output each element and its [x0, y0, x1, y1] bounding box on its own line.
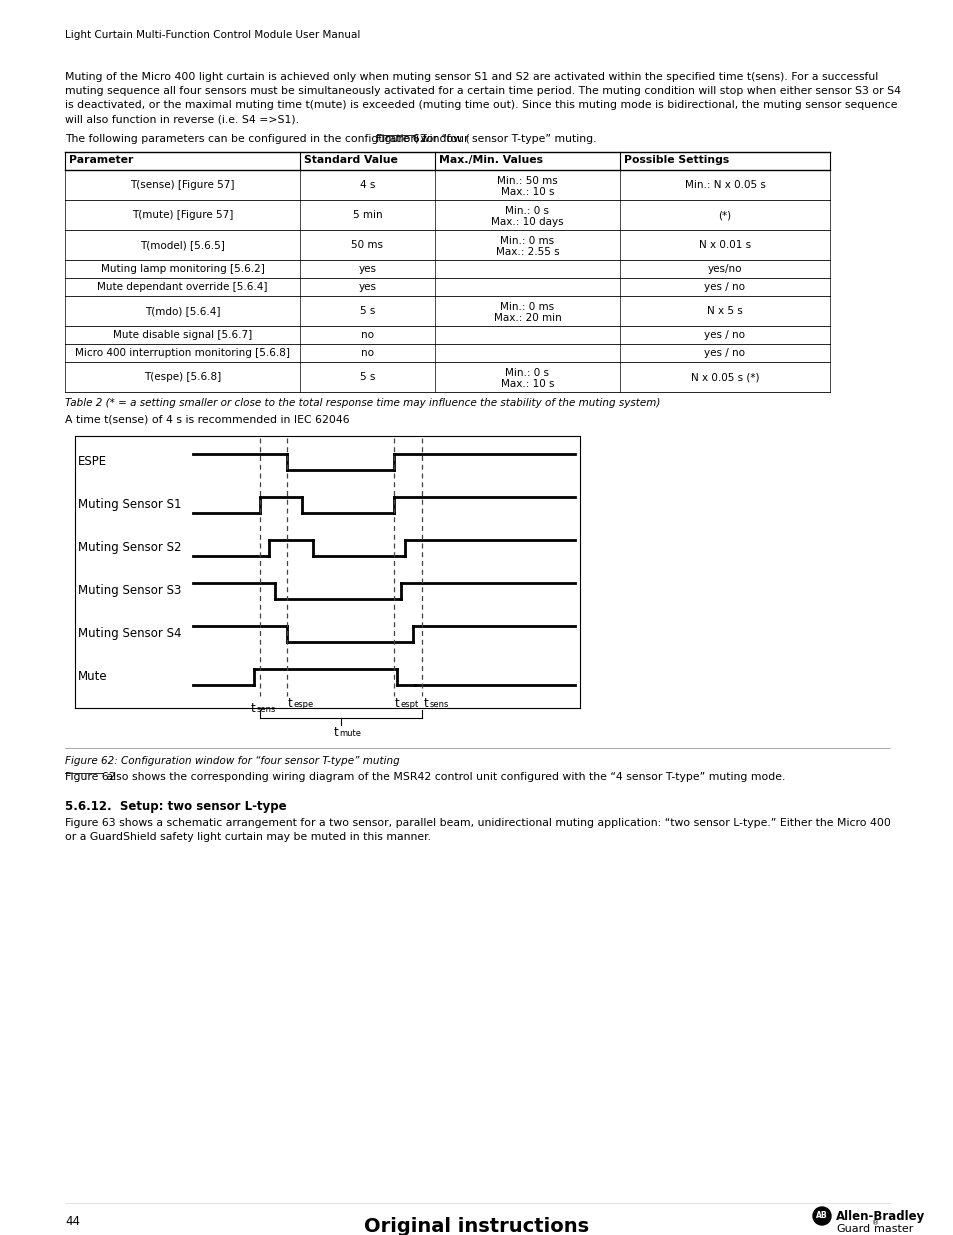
Text: Min.: 0 s: Min.: 0 s	[505, 368, 549, 378]
Text: N x 5 s: N x 5 s	[706, 306, 742, 316]
Text: Muting Sensor S4: Muting Sensor S4	[78, 627, 181, 640]
Text: Figure 62: Figure 62	[375, 135, 426, 144]
Text: Mute disable signal [5.6.7]: Mute disable signal [5.6.7]	[112, 330, 252, 340]
Text: espe: espe	[294, 700, 314, 709]
Text: 44: 44	[65, 1215, 80, 1228]
Text: Micro 400 interruption monitoring [5.6.8]: Micro 400 interruption monitoring [5.6.8…	[75, 348, 290, 358]
Text: Max.: 2.55 s: Max.: 2.55 s	[496, 247, 558, 257]
Text: Max.: 10 days: Max.: 10 days	[491, 217, 563, 227]
Text: ESPE: ESPE	[78, 454, 107, 468]
Text: Muting lamp monitoring [5.6.2]: Muting lamp monitoring [5.6.2]	[100, 264, 264, 274]
Text: ®: ®	[871, 1220, 879, 1226]
Text: espt: espt	[400, 700, 418, 709]
Text: will also function in reverse (i.e. S4 =>S1).: will also function in reverse (i.e. S4 =…	[65, 114, 298, 124]
Text: no: no	[360, 348, 374, 358]
Text: T(espe) [5.6.8]: T(espe) [5.6.8]	[144, 372, 221, 382]
Text: 5.6.12.  Setup: two sensor L-type: 5.6.12. Setup: two sensor L-type	[65, 800, 286, 813]
Text: Muting Sensor S2: Muting Sensor S2	[78, 541, 181, 555]
Text: yes / no: yes / no	[703, 348, 744, 358]
Text: 50 ms: 50 ms	[351, 240, 383, 249]
Text: Min.: N x 0.05 s: Min.: N x 0.05 s	[684, 180, 764, 190]
Text: 5 min: 5 min	[353, 210, 382, 220]
Text: t: t	[423, 697, 428, 710]
Text: yes / no: yes / no	[703, 330, 744, 340]
Text: Parameter: Parameter	[69, 156, 133, 165]
Text: T(mdo) [5.6.4]: T(mdo) [5.6.4]	[145, 306, 220, 316]
Text: yes: yes	[358, 264, 376, 274]
Text: Light Curtain Multi-Function Control Module User Manual: Light Curtain Multi-Function Control Mod…	[65, 30, 360, 40]
Text: Original instructions: Original instructions	[364, 1216, 589, 1235]
Text: T(model) [5.6.5]: T(model) [5.6.5]	[140, 240, 225, 249]
Text: Min.: 0 ms: Min.: 0 ms	[500, 236, 554, 246]
Text: Standard Value: Standard Value	[304, 156, 397, 165]
Text: Figure 62: Configuration window for “four sensor T-type” muting: Figure 62: Configuration window for “fou…	[65, 756, 399, 766]
Text: is deactivated, or the maximal muting time t(mute) is exceeded (muting time out): is deactivated, or the maximal muting ti…	[65, 100, 897, 110]
Text: yes: yes	[358, 282, 376, 291]
Text: (*): (*)	[718, 210, 731, 220]
Text: N x 0.05 s (*): N x 0.05 s (*)	[690, 372, 759, 382]
Text: mute: mute	[338, 729, 360, 739]
Text: Figure 62: Figure 62	[65, 772, 115, 782]
Text: Table 2 (* = a setting smaller or close to the total response time may influence: Table 2 (* = a setting smaller or close …	[65, 398, 659, 408]
Text: Max./Min. Values: Max./Min. Values	[438, 156, 542, 165]
Text: Possible Settings: Possible Settings	[623, 156, 728, 165]
Text: ) for “four sensor T-type” muting.: ) for “four sensor T-type” muting.	[415, 135, 596, 144]
Text: The following parameters can be configured in the configuration window (: The following parameters can be configur…	[65, 135, 469, 144]
Text: t: t	[251, 701, 255, 715]
Text: Mute dependant override [5.6.4]: Mute dependant override [5.6.4]	[97, 282, 268, 291]
Text: yes/no: yes/no	[707, 264, 741, 274]
Text: Min.: 50 ms: Min.: 50 ms	[497, 177, 558, 186]
Text: Muting Sensor S1: Muting Sensor S1	[78, 498, 181, 511]
Text: Max.: 10 s: Max.: 10 s	[500, 186, 554, 198]
Text: also shows the corresponding wiring diagram of the MSR42 control unit configured: also shows the corresponding wiring diag…	[103, 772, 785, 782]
Text: t: t	[333, 726, 337, 739]
Text: A time t(sense) of 4 s is recommended in IEC 62046: A time t(sense) of 4 s is recommended in…	[65, 414, 349, 424]
Text: 5 s: 5 s	[359, 372, 375, 382]
Text: Max.: 10 s: Max.: 10 s	[500, 379, 554, 389]
Text: Figure 63 shows a schematic arrangement for a two sensor, parallel beam, unidire: Figure 63 shows a schematic arrangement …	[65, 818, 890, 827]
Text: Mute: Mute	[78, 671, 108, 683]
Text: Muting Sensor S3: Muting Sensor S3	[78, 584, 181, 597]
Text: 4 s: 4 s	[359, 180, 375, 190]
Text: Min.: 0 s: Min.: 0 s	[505, 206, 549, 216]
Text: master: master	[873, 1224, 912, 1234]
Text: muting sequence all four sensors must be simultaneously activated for a certain : muting sequence all four sensors must be…	[65, 86, 900, 96]
Text: sens: sens	[429, 700, 448, 709]
Text: N x 0.01 s: N x 0.01 s	[699, 240, 750, 249]
Text: Guard: Guard	[835, 1224, 869, 1234]
Circle shape	[812, 1207, 830, 1225]
Text: sens: sens	[256, 705, 276, 714]
Text: Min.: 0 ms: Min.: 0 ms	[500, 303, 554, 312]
Text: no: no	[360, 330, 374, 340]
Text: Muting of the Micro 400 light curtain is achieved only when muting sensor S1 and: Muting of the Micro 400 light curtain is…	[65, 72, 878, 82]
Text: Allen-Bradley: Allen-Bradley	[835, 1210, 924, 1223]
Text: or a GuardShield safety light curtain may be muted in this manner.: or a GuardShield safety light curtain ma…	[65, 832, 431, 842]
Text: t: t	[287, 697, 292, 710]
Text: Max.: 20 min: Max.: 20 min	[493, 312, 560, 324]
Text: 5 s: 5 s	[359, 306, 375, 316]
Text: AB: AB	[816, 1212, 827, 1220]
Text: T(sense) [Figure 57]: T(sense) [Figure 57]	[131, 180, 234, 190]
Text: t: t	[395, 697, 399, 710]
Text: yes / no: yes / no	[703, 282, 744, 291]
Text: T(mute) [Figure 57]: T(mute) [Figure 57]	[132, 210, 233, 220]
